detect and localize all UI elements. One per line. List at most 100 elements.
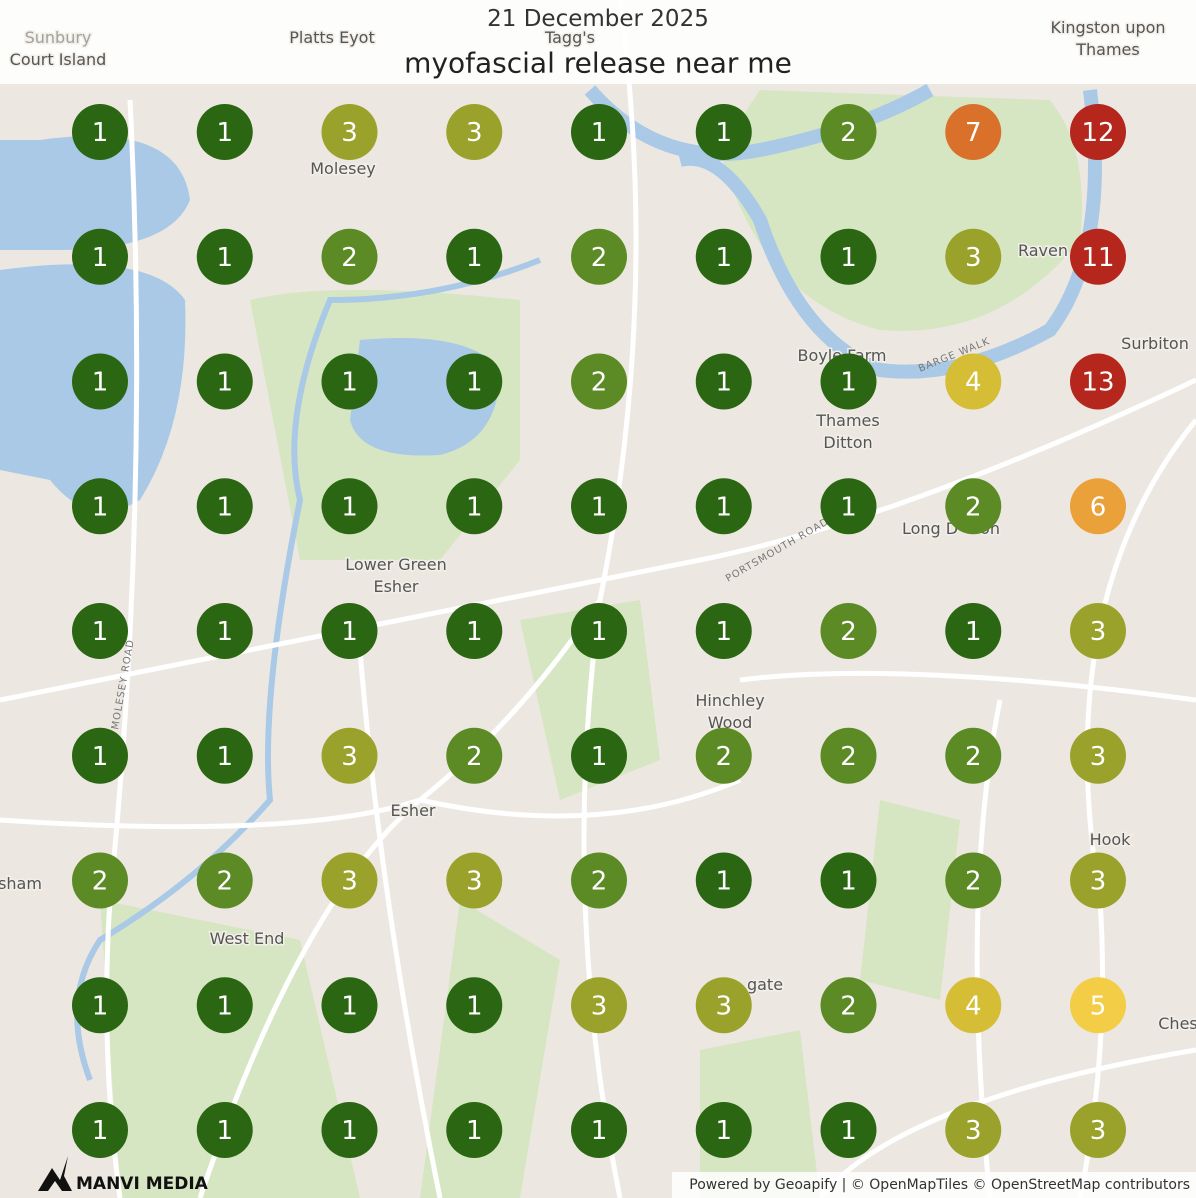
rank-label: 1 [466, 617, 483, 647]
rank-pin: 1 [446, 1102, 503, 1158]
rank-pin: 1 [820, 1102, 877, 1158]
rank-circle [820, 977, 877, 1034]
rank-label: 2 [591, 368, 608, 398]
rank-circle [1070, 1102, 1126, 1158]
rank-label: 1 [840, 867, 857, 897]
rank-pin: 2 [72, 852, 128, 909]
rank-circle [571, 603, 627, 659]
rank-label: 13 [1081, 368, 1114, 398]
rank-label: 2 [840, 617, 857, 647]
rank-circle [1070, 228, 1126, 285]
rank-label: 3 [715, 991, 732, 1021]
rank-circle [196, 977, 253, 1034]
rank-pin: 1 [695, 1102, 752, 1158]
header-band [0, 0, 1196, 84]
rank-label: 1 [216, 492, 233, 522]
rank-label: 3 [1090, 617, 1107, 647]
map-label: Hinchley [695, 691, 764, 710]
rank-label: 3 [466, 867, 483, 897]
rank-circle [321, 104, 378, 160]
rank-pin: 1 [72, 727, 128, 784]
rank-label: 1 [466, 492, 483, 522]
rank-circle [72, 353, 128, 410]
rank-pin: 3 [945, 1102, 1002, 1158]
rank-pin: 3 [321, 727, 378, 784]
rank-label: 1 [715, 617, 732, 647]
rank-label: 2 [840, 991, 857, 1021]
attribution-box [672, 1172, 1196, 1198]
rank-pin: 2 [820, 603, 877, 659]
rank-label: 1 [715, 492, 732, 522]
map-label: West End [210, 929, 285, 948]
rank-pin: 2 [321, 228, 378, 285]
rank-circle [820, 1102, 877, 1158]
rank-label: 1 [715, 118, 732, 148]
rank-label: 1 [715, 867, 732, 897]
rank-circle [72, 852, 128, 909]
rank-pin: 13 [1070, 353, 1126, 410]
rank-pin: 3 [945, 228, 1002, 285]
logo: MANVI MEDIA [38, 1156, 209, 1194]
rank-circle [321, 603, 378, 659]
rank-pin: 1 [571, 603, 627, 659]
rank-circle [945, 977, 1002, 1034]
rank-pin: 1 [72, 977, 128, 1034]
rank-pin: 1 [72, 104, 128, 160]
rank-circle [695, 478, 752, 535]
rank-label: 1 [840, 243, 857, 273]
rank-label: 1 [840, 492, 857, 522]
rank-pin: 7 [945, 104, 1002, 160]
rank-label: 1 [715, 368, 732, 398]
rank-pin: 6 [1070, 478, 1126, 535]
rank-pin: 3 [321, 852, 378, 909]
rank-circle [1070, 977, 1126, 1034]
map-label: Thames [1075, 40, 1139, 59]
rank-label: 6 [1090, 492, 1107, 522]
rank-circle [695, 727, 752, 784]
rank-label: 1 [840, 1116, 857, 1146]
rank-label: 1 [840, 368, 857, 398]
rank-pin: 2 [820, 977, 877, 1034]
rank-label: 1 [715, 1116, 732, 1146]
map-label: Ditton [823, 433, 872, 452]
rank-label: 1 [466, 991, 483, 1021]
rank-pin: 1 [695, 852, 752, 909]
rank-label: 2 [965, 492, 982, 522]
rank-label: 1 [92, 243, 109, 273]
query: myofascial release near me [404, 47, 792, 80]
rank-pin: 2 [571, 852, 627, 909]
rank-circle [446, 478, 503, 535]
rank-pin: 1 [820, 478, 877, 535]
logo-text: MANVI MEDIA [76, 1174, 209, 1194]
rank-circle [196, 353, 253, 410]
rank-pin: 1 [72, 603, 128, 659]
rank-label: 1 [216, 617, 233, 647]
rank-label: 1 [466, 368, 483, 398]
rank-circle [321, 1102, 378, 1158]
rank-circle [571, 1102, 627, 1158]
rank-pin: 5 [1070, 977, 1126, 1034]
rank-circle [571, 353, 627, 410]
rank-label: 1 [216, 991, 233, 1021]
rank-pin: 1 [695, 228, 752, 285]
rank-pin: 2 [945, 727, 1002, 784]
rank-label: 3 [1090, 867, 1107, 897]
rank-circle [321, 478, 378, 535]
rank-label: 1 [341, 492, 358, 522]
rank-circle [945, 603, 1002, 659]
rank-circle [945, 727, 1002, 784]
rank-circle [695, 353, 752, 410]
rank-pin: 3 [571, 977, 627, 1034]
rank-pin: 1 [321, 977, 378, 1034]
rank-pin: 1 [321, 1102, 378, 1158]
rank-pin: 1 [945, 603, 1002, 659]
rank-circle [1070, 727, 1126, 784]
rank-label: 2 [965, 742, 982, 772]
rank-label: 1 [92, 492, 109, 522]
rank-grid: 1 1 3 3 1 1 2 7 121 1 2 1 2 1 1 3 111 1 1 1 2 1 1 4 131 1 1 1 1 1 1 2 61… [72, 104, 1126, 1158]
rank-label: 2 [840, 118, 857, 148]
rank-circle [695, 104, 752, 160]
rank-label: 4 [965, 368, 982, 398]
rank-circle [945, 104, 1002, 160]
